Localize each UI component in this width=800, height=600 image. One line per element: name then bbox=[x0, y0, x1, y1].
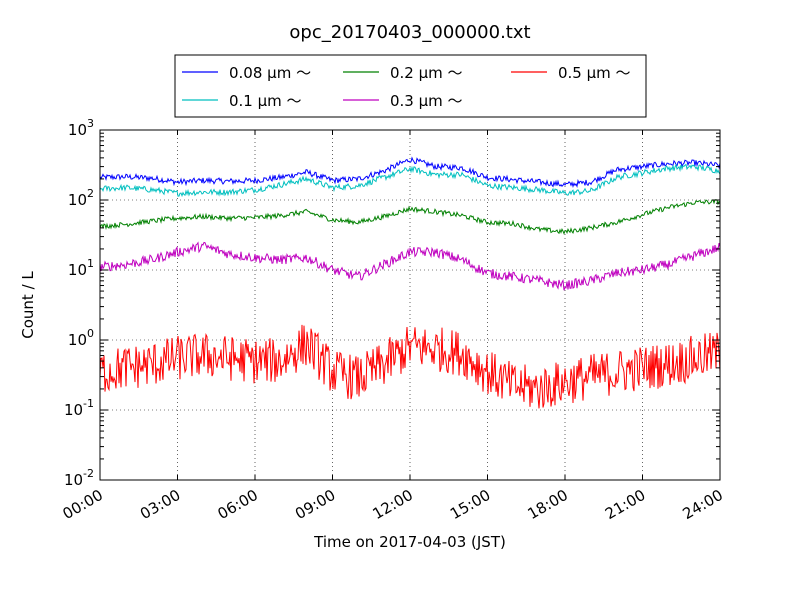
y-tick-label: 100 bbox=[68, 327, 94, 349]
x-tick-labels: 00:00 03:00 06:00 09:00 12:00 15:00 18:00 21:00… bbox=[60, 486, 726, 523]
series-line-2 bbox=[99, 199, 721, 235]
y-tick-label: 103 bbox=[68, 117, 94, 139]
legend-box bbox=[174, 54, 647, 118]
series-line-4 bbox=[99, 324, 721, 409]
chart-title: opc_20170403_000000.txt bbox=[289, 22, 530, 43]
y-tick-label: 102 bbox=[68, 187, 94, 209]
y-tick-label: 10-2 bbox=[64, 467, 94, 489]
x-tick-label: 12:00 bbox=[370, 486, 416, 523]
y-tick-label: 10-1 bbox=[64, 397, 94, 419]
series-line-0 bbox=[99, 156, 721, 189]
x-tick-label: 09:00 bbox=[292, 486, 338, 523]
grid bbox=[100, 130, 720, 480]
legend-label: 0.5 μm ～ bbox=[558, 64, 631, 82]
y-tick-labels: 10-2 10-1 100 101 102 103 bbox=[64, 117, 94, 489]
x-tick-label: 03:00 bbox=[137, 486, 183, 523]
x-axis-label: Time on 2017-04-03 (JST) bbox=[313, 533, 506, 551]
x-tick-label: 00:00 bbox=[60, 486, 106, 523]
legend-label: 0.2 μm ～ bbox=[390, 64, 463, 82]
x-tick-label: 18:00 bbox=[525, 486, 571, 523]
legend: 0.08 μm ～ 0.1 μm ～ 0.2 μm ～ 0.3 μm ～ 0.5 μm … bbox=[174, 54, 647, 118]
series-line-1 bbox=[99, 163, 721, 198]
series-line-3 bbox=[99, 241, 721, 291]
x-tick-label: 21:00 bbox=[602, 486, 648, 523]
series-group bbox=[99, 156, 721, 409]
legend-label: 0.1 μm ～ bbox=[229, 92, 302, 110]
legend-label: 0.08 μm ～ bbox=[229, 64, 311, 82]
x-tick-label: 06:00 bbox=[215, 486, 261, 523]
x-tick-label: 24:00 bbox=[680, 486, 726, 523]
ticks bbox=[99, 129, 721, 481]
x-tick-label: 15:00 bbox=[447, 486, 493, 523]
y-axis-label: Count / L bbox=[19, 271, 37, 339]
legend-label: 0.3 μm ～ bbox=[390, 92, 463, 110]
y-tick-label: 101 bbox=[68, 257, 94, 279]
